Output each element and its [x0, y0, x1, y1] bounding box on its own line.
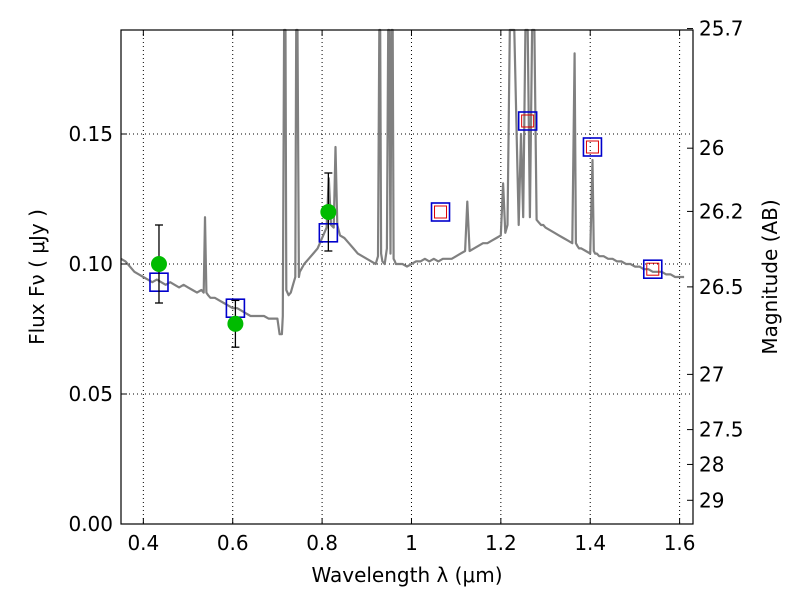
plot-frame	[120, 29, 694, 525]
spectrum-layer	[120, 28, 685, 336]
y2-tick-label: 28	[699, 452, 724, 476]
y2-tick-label: 26	[699, 136, 724, 160]
model-inner-square	[434, 205, 448, 219]
x-tick-label: 0.6	[217, 531, 249, 555]
y2-tick-label: 27	[699, 362, 724, 386]
y-tick-label: 0.15	[68, 122, 113, 146]
y2-tick-label: 25.7	[699, 17, 744, 41]
x-tick-label: 1.6	[664, 531, 696, 555]
x-tick-label: 1.4	[574, 531, 606, 555]
y-tick-label: 0.00	[68, 512, 113, 536]
model-inner-square	[585, 140, 599, 154]
observed-point	[320, 204, 337, 220]
model-inner-square	[521, 114, 535, 128]
x-tick-label: 0.8	[306, 531, 338, 555]
y-axis-label: Flux Fν ( μJy )	[25, 209, 49, 345]
model-photometry-square	[430, 202, 451, 222]
model-photometry-square	[517, 111, 538, 131]
y2-tick-label: 27.5	[699, 418, 744, 442]
x-tick-label: 1	[405, 531, 418, 555]
model-photometry-square	[582, 137, 603, 157]
model-photometry-square	[642, 259, 663, 280]
x-tick-label: 0.4	[127, 531, 159, 555]
observed-point	[150, 256, 167, 272]
y-tick-label: 0.05	[68, 382, 113, 406]
marker-layer	[149, 111, 663, 348]
y2-tick-label: 26.2	[699, 199, 744, 223]
spectrum-line	[120, 28, 685, 336]
x-axis-label: Wavelength λ (μm)	[311, 563, 502, 587]
y-tick-label: 0.10	[68, 252, 113, 276]
y2-tick-label: 29	[699, 488, 724, 512]
x-tick-label: 1.2	[485, 531, 517, 555]
model-inner-square	[646, 262, 660, 276]
observed-point	[227, 315, 244, 332]
tick-layer: 0.4 0.6 0.8 1 1.2 1.4 1.6 0.00 0.05 0.10 0.15 25.7 2…	[68, 17, 743, 555]
y2-axis-label: Magnitude (AB)	[758, 199, 782, 354]
y2-tick-label: 26.5	[699, 275, 744, 299]
